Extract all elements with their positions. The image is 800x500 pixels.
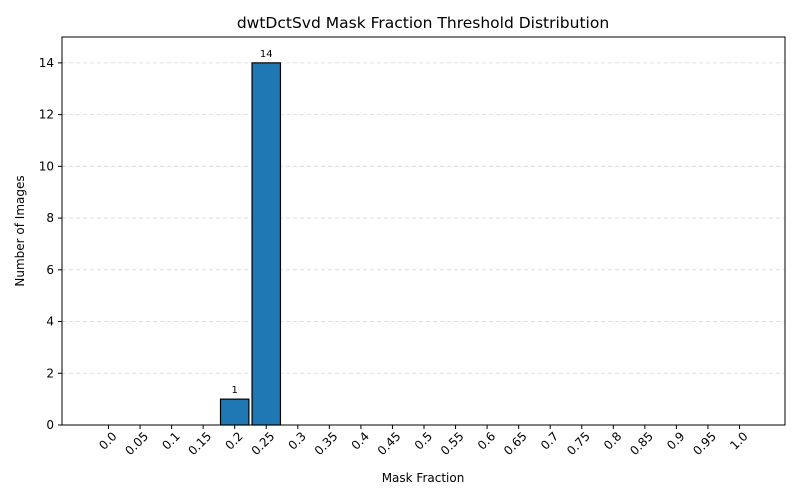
x-tick-label: 0.45 [375, 429, 404, 458]
x-tick-label: 0.95 [690, 429, 719, 458]
x-tick-label: 0.05 [122, 429, 151, 458]
x-tick-label: 0.8 [601, 429, 624, 452]
y-tick-label: 0 [46, 418, 54, 432]
data-labels: 1 14 [232, 49, 273, 396]
y-axis: 0 2 4 6 8 10 12 14 [39, 56, 62, 432]
data-label: 14 [260, 49, 273, 60]
x-tick-label: 1.0 [727, 429, 750, 452]
x-tick-label: 0.2 [222, 429, 245, 452]
y-tick-label: 6 [46, 263, 54, 277]
x-tick-label: 0.35 [312, 429, 341, 458]
x-tick-label: 0.65 [501, 429, 530, 458]
x-tick-label: 0.4 [349, 429, 372, 452]
y-grid [62, 62, 785, 426]
x-tick-label: 0.5 [412, 429, 435, 452]
bar-0.25 [251, 62, 282, 426]
y-tick-label: 8 [46, 211, 54, 225]
x-tick-label: 0.25 [249, 429, 278, 458]
y-tick-label: 10 [39, 159, 54, 173]
x-tick-label: 0.1 [159, 429, 182, 452]
x-tick-label: 0.0 [96, 429, 119, 452]
x-axis-title: Mask Fraction [382, 471, 465, 485]
y-tick-label: 12 [39, 108, 54, 122]
bar-0.2 [219, 398, 250, 426]
data-label: 1 [232, 385, 238, 396]
x-tick-label: 0.9 [664, 429, 687, 452]
x-tick-label: 0.75 [564, 429, 593, 458]
bars [219, 62, 282, 426]
y-tick-label: 14 [39, 56, 54, 70]
y-axis-title: Number of Images [13, 175, 27, 286]
x-tick-label: 0.6 [475, 429, 498, 452]
x-tick-label: 0.3 [286, 429, 309, 452]
chart-title: dwtDctSvd Mask Fraction Threshold Distri… [237, 14, 609, 32]
y-tick-label: 4 [46, 315, 54, 329]
x-tick-label: 0.85 [627, 429, 656, 458]
x-tick-label: 0.55 [438, 429, 467, 458]
x-tick-label: 0.7 [538, 429, 561, 452]
x-axis: 0.0 0.05 0.1 0.15 0.2 0.25 0.3 0.35 0.4 0.45 0.5 0.… [96, 425, 751, 458]
plot-frame [61, 36, 786, 426]
x-tick-label: 0.15 [185, 429, 214, 458]
y-tick-label: 2 [46, 366, 54, 380]
